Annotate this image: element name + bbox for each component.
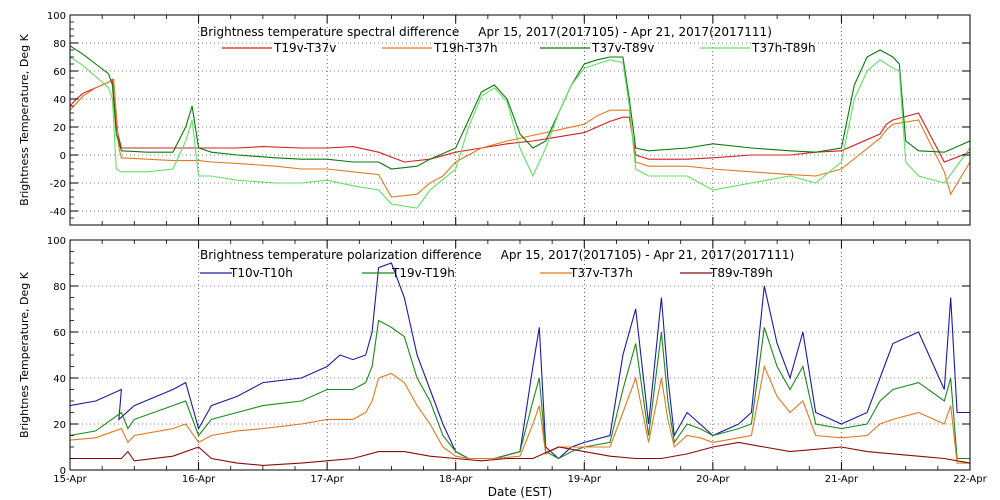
y-tick-label: 40 — [53, 95, 66, 106]
x-tick-label: 16-Apr — [182, 474, 216, 485]
legend-label: T19v-T37v — [273, 41, 336, 55]
y-tick-label: 100 — [47, 11, 66, 22]
series-line-t89v-t89h — [70, 441, 971, 466]
y-axis-label: Brightnes Temperature, Deg K — [18, 271, 31, 438]
y-tick-label: 0 — [60, 466, 66, 477]
x-tick-label: 19-Apr — [568, 474, 602, 485]
y-tick-label: -20 — [50, 179, 66, 190]
series-line-t19v-t37v — [69, 78, 971, 163]
y-tick-label: 80 — [53, 282, 66, 293]
legend-label: T37v-T37h — [569, 266, 633, 280]
x-tick-label: 17-Apr — [310, 474, 344, 485]
x-tick-label: 20-Apr — [696, 474, 730, 485]
series-line-t19v-t19h — [69, 319, 970, 460]
y-tick-label: 60 — [53, 328, 66, 339]
plot-frame — [69, 14, 971, 226]
series-line-t37v-t89v — [69, 45, 971, 170]
plot-frame — [69, 239, 971, 471]
legend-label: T37h-T89h — [751, 41, 816, 55]
x-tick-label: 18-Apr — [439, 474, 473, 485]
x-tick-label: 21-Apr — [825, 474, 859, 485]
y-axis-label: Brightness Temperature, Deg K — [18, 33, 31, 205]
y-tick-label: 20 — [53, 420, 66, 431]
y-tick-label: 0 — [60, 151, 66, 162]
spectral-difference-panel: -40 -20 0 20 40 60 80 100 Brightness temperature… — [18, 11, 971, 226]
y-tick-label: 40 — [53, 374, 66, 385]
series-line-t10v-t10h — [69, 262, 970, 460]
polarization-difference-panel: 0 20 40 60 80 100 15-Apr 16-Apr 17-Apr 18-Apr 19-A… — [18, 236, 988, 485]
y-tick-label: 60 — [53, 67, 66, 78]
y-tick-label: 80 — [53, 39, 66, 50]
x-tick-label: 15-Apr — [53, 474, 87, 485]
series-line-t19h-t37h — [69, 78, 971, 198]
legend-label: T37v-T89v — [591, 41, 654, 55]
legend-label: T19h-T37h — [433, 41, 498, 55]
x-tick-label: 22-Apr — [953, 474, 987, 485]
y-tick-label: 100 — [47, 236, 66, 247]
panel-title: Brightness temperature spectral differen… — [200, 25, 772, 39]
legend-label: T10v-T10h — [229, 266, 293, 280]
series-line-t37h-t89h — [69, 56, 971, 209]
y-tick-label: -40 — [50, 207, 66, 218]
y-tick-label: 20 — [53, 123, 66, 134]
x-axis-label: Date (EST) — [488, 485, 552, 499]
panel-title: Brightness temperature polarization diff… — [200, 248, 794, 262]
legend-label: T19v-T19h — [391, 266, 455, 280]
legend-label: T89v-T89h — [709, 266, 773, 280]
